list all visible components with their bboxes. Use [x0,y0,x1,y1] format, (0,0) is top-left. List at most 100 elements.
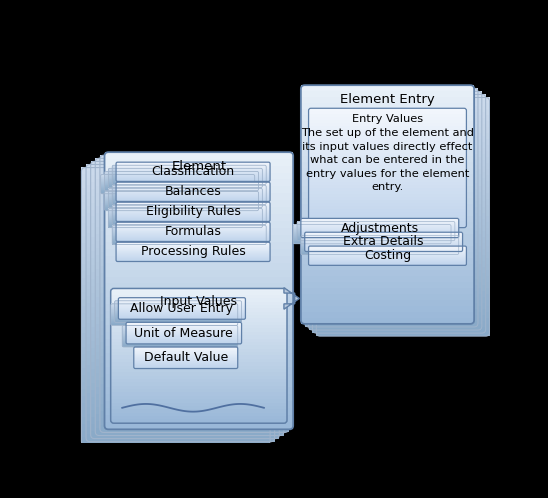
Bar [116,234,270,235]
Bar [126,323,242,324]
Bar [82,195,270,202]
Bar [109,209,262,210]
Bar [105,199,259,200]
Bar [116,206,270,207]
Bar [301,138,474,145]
Bar [100,383,289,391]
Bar [118,305,246,306]
Bar [301,235,459,236]
Bar [134,359,238,360]
Bar [115,318,242,319]
Bar [116,208,270,209]
Bar [118,303,246,304]
Bar [109,218,262,219]
Bar [86,171,275,178]
Bar [312,273,486,279]
Bar [305,225,478,232]
Bar [301,252,474,258]
Bar [112,220,266,221]
Bar [112,193,266,194]
Bar [105,178,259,179]
Bar [301,312,474,318]
Bar [111,308,238,309]
Bar [316,211,489,217]
Bar [105,175,259,176]
Bar [86,282,275,289]
Bar [309,251,466,252]
Bar [105,159,293,166]
Bar [116,216,270,217]
Bar [111,399,287,403]
Bar [301,186,474,193]
Bar [101,177,255,178]
Bar [112,197,266,198]
Bar [86,407,275,414]
Bar [305,315,478,321]
Bar [297,228,455,229]
Bar [309,168,482,175]
Bar [101,192,255,193]
Bar [86,434,275,442]
Bar [301,192,474,199]
Bar [105,176,259,177]
Bar [95,324,284,332]
Bar [316,169,489,175]
Bar [105,304,293,312]
Bar [105,171,259,172]
Bar [105,179,259,180]
Bar [86,344,275,352]
Bar [116,170,270,171]
Bar [309,123,466,126]
Bar [301,318,474,324]
Bar [312,213,486,220]
Bar [105,172,259,173]
Bar [112,207,266,208]
Bar [109,207,262,208]
Bar [112,209,266,210]
Bar [82,375,270,382]
Bar [316,205,489,211]
Bar [105,189,259,190]
Bar [111,382,287,386]
Bar [112,194,266,195]
Bar [301,216,474,223]
Bar [112,214,266,215]
Bar [90,410,279,418]
Bar [312,184,486,190]
Bar [309,249,466,250]
Bar [105,190,259,191]
Bar [105,202,259,203]
Bar [309,258,466,259]
Bar [118,314,246,315]
Bar [301,162,474,169]
Bar [293,235,451,236]
Bar [312,196,486,202]
Bar [309,255,466,256]
Bar [109,210,262,211]
Bar [112,210,266,211]
Bar [109,173,262,174]
Bar [111,309,238,310]
Bar [115,309,242,310]
Bar [297,221,455,222]
Bar [293,240,451,241]
Bar [305,213,478,220]
Bar [293,239,451,240]
Bar [112,203,266,204]
Bar [301,239,459,240]
Bar [309,120,466,123]
Bar [100,176,289,183]
Bar [116,227,270,228]
Bar [116,217,270,218]
Bar [90,217,279,224]
Bar [100,390,289,398]
Bar [293,242,451,243]
Bar [111,302,287,305]
Bar [112,174,266,175]
Bar [116,186,270,187]
Bar [101,179,255,180]
Bar [105,221,293,229]
Bar [126,324,242,325]
Bar [109,187,262,188]
Bar [116,180,270,181]
